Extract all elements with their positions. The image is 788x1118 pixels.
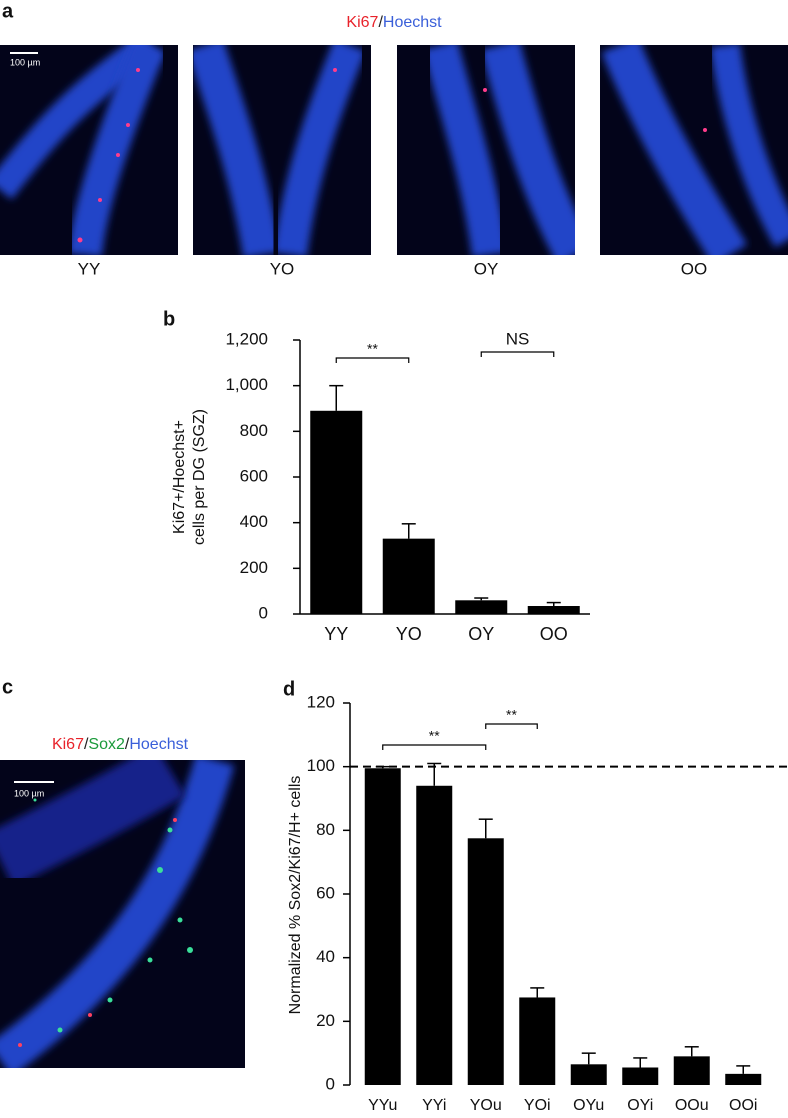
bar [364,768,401,1085]
x-tick-label: OYi [627,1097,653,1114]
significance-label: ** [429,728,440,744]
legend-part: Sox2 [88,736,125,753]
significance-bracket [485,723,538,729]
y-axis-title: cells per DG (SGZ) [191,409,208,545]
x-tick-label: YYu [368,1097,397,1114]
y-tick-label: 400 [240,512,268,531]
bar [570,1064,607,1085]
legend-part: / [378,14,383,31]
x-tick-label: OYu [573,1097,604,1114]
legend-part: / [84,736,89,753]
bar [519,997,556,1085]
legend-part: / [125,736,130,753]
significance-bracket [480,351,555,357]
x-tick-label: YYi [422,1097,446,1114]
image-label: YY [78,259,101,278]
y-tick-label: 0 [326,1074,335,1093]
micrograph [600,45,788,255]
significance-bracket [335,357,410,363]
x-tick-label: OY [468,624,494,644]
bar [673,1056,710,1085]
significance-bracket [382,744,487,750]
legend-part: Ki67 [52,736,84,753]
y-tick-label: 60 [316,883,335,902]
micrograph [397,45,575,255]
bar [455,600,508,614]
micrograph [0,760,245,1068]
legend-title: Ki67/Sox2/Hoechst [52,736,189,753]
y-tick-label: 200 [240,558,268,577]
legend-part: Hoechst [383,14,442,31]
y-tick-label: 0 [259,603,268,622]
panel-label: a [2,0,14,22]
y-tick-label: 20 [316,1011,335,1030]
y-tick-label: 600 [240,466,268,485]
bar [467,838,504,1085]
y-axis-title: Ki67+/Hoechst+ [171,420,188,534]
x-tick-label: YO [396,624,422,644]
legend-part: Hoechst [129,736,188,753]
image-label: OY [474,259,499,278]
x-tick-label: YOu [470,1097,502,1114]
micrograph [0,45,178,255]
x-tick-label: OOu [675,1097,709,1114]
y-tick-label: 80 [316,820,335,839]
bar [622,1067,659,1085]
y-axis-title: Normalized % Sox2/Ki67/H+ cells [287,776,304,1015]
x-tick-label: OO [540,624,568,644]
x-tick-label: OOi [729,1097,757,1114]
legend-title: Ki67/Hoechst [346,14,442,31]
y-tick-label: 100 [307,756,335,775]
bar [310,410,363,614]
image-label: OO [681,259,707,278]
bar [416,785,453,1085]
scale-bar-label: 100 µm [14,788,44,798]
y-tick-label: 40 [316,947,335,966]
legend-part: Ki67 [346,14,378,31]
bar [725,1073,762,1085]
micrograph [193,45,371,255]
panel-label: c [2,676,13,698]
significance-label: NS [506,329,530,348]
y-tick-label: 1,200 [225,329,268,348]
y-tick-label: 800 [240,421,268,440]
scale-bar-label: 100 µm [10,57,40,67]
bar [382,538,435,614]
bar [527,606,580,614]
significance-label: ** [506,707,517,723]
y-tick-label: 120 [307,692,335,711]
y-tick-label: 1,000 [225,375,268,394]
panel-label: b [163,308,175,330]
x-tick-label: YY [324,624,348,644]
image-label: YO [270,259,295,278]
panel-label: d [283,678,295,700]
significance-label: ** [367,341,378,357]
x-tick-label: YOi [524,1097,551,1114]
